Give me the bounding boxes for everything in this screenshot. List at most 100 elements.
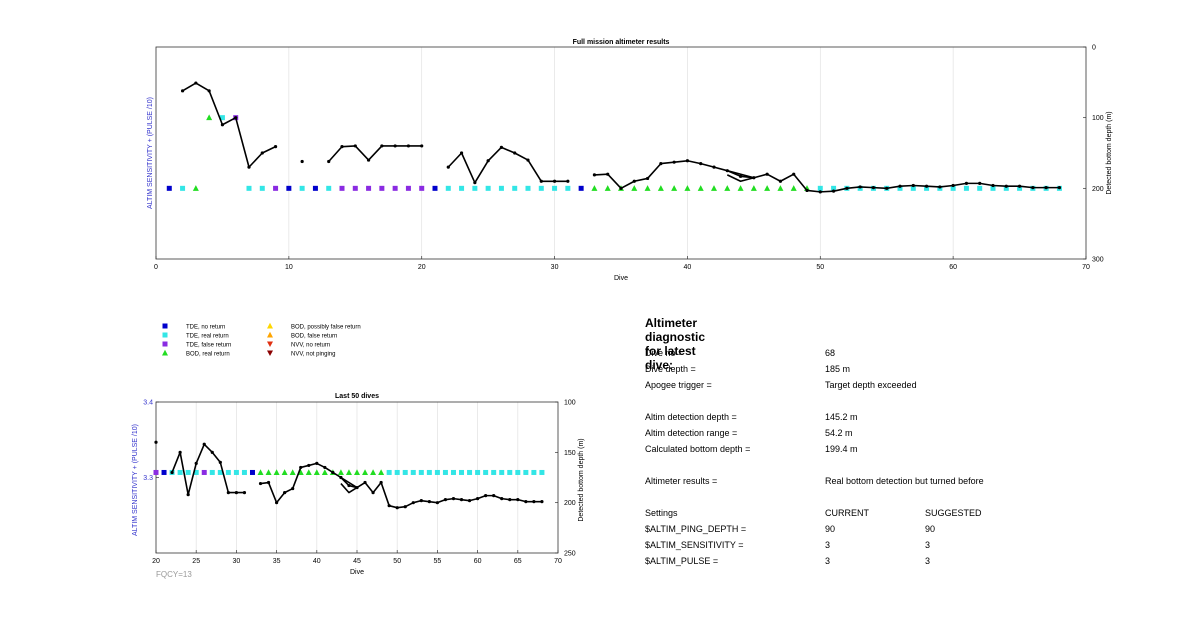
marker-tde-false-return (419, 185, 425, 191)
marker-tde-real-return (531, 469, 537, 475)
depth-point (476, 497, 480, 501)
marker-tde-real-return (924, 185, 930, 191)
marker-bod-real-return (321, 469, 328, 475)
main-chart-markers (166, 114, 1062, 191)
last50-chart-left-ticks: 3.3 3.4 (143, 400, 159, 482)
diag-label: Calculated bottom depth = (645, 444, 751, 454)
marker-tde-real-return (402, 469, 408, 475)
marker-bod-real-return (684, 185, 691, 191)
marker-tde-real-return (1003, 185, 1009, 191)
setting-current: 90 (825, 524, 836, 534)
depth-point (387, 504, 391, 508)
marker-tde-real-return (418, 469, 424, 475)
legend-label: TDE, real return (186, 334, 229, 340)
depth-point (366, 158, 371, 162)
marker-tde-real-return (459, 185, 465, 191)
depth-point (242, 491, 247, 495)
diag-label: Altimeter results = (645, 476, 718, 486)
depth-point (938, 185, 942, 189)
x-tick-label: 30 (551, 264, 559, 271)
depth-point (484, 494, 488, 498)
diag-value: Real bottom detection but turned before (825, 476, 984, 486)
depth-point (180, 89, 185, 93)
depth-point (260, 151, 264, 155)
x-tick-label: 25 (192, 558, 200, 565)
marker-bod-real-return (631, 185, 638, 191)
depth-point (1004, 184, 1008, 188)
marker-bod-real-return (337, 469, 344, 475)
marker-tde-no-return (286, 185, 292, 191)
diag-value: Target depth exceeded (825, 380, 917, 390)
depth-point (672, 160, 676, 164)
marker-tde-real-return (499, 469, 505, 475)
depth-point (218, 460, 222, 464)
marker-tde-real-return (193, 469, 199, 475)
depth-point (951, 183, 955, 188)
diag-value: 185 m (825, 364, 851, 374)
marker-bod-real-return (289, 469, 296, 475)
last50-chart-markers (153, 469, 545, 475)
depth-point (435, 501, 439, 505)
marker-bod-real-return (644, 185, 651, 191)
depth-point (273, 145, 278, 149)
depth-point (871, 186, 876, 190)
marker-tde-real-return (525, 185, 531, 191)
marker-tde-real-return (1017, 185, 1023, 191)
marker-tde-false-return (366, 185, 372, 191)
depth-point (154, 440, 158, 444)
legend-label: NVV, no return (291, 343, 330, 349)
depth-point (738, 174, 743, 178)
marker-tde-real-return (410, 469, 416, 475)
marker-tde-real-return (538, 185, 544, 191)
depth-point (340, 145, 344, 149)
marker-tde-real-return (450, 469, 456, 475)
right-tick-label: 150 (564, 450, 576, 457)
right-tick-label: 300 (1092, 257, 1104, 264)
depth-point (911, 183, 915, 188)
depth-point (978, 181, 982, 185)
x-tick-label: 70 (554, 558, 562, 565)
depth-point (831, 189, 836, 193)
marker-tde-false-return (379, 185, 385, 191)
left-tick-label: 3.3 (143, 475, 153, 482)
depth-point (427, 500, 431, 504)
depth-point (540, 500, 544, 504)
depth-point (353, 144, 357, 148)
depth-point (467, 499, 472, 503)
depth-line (328, 145, 422, 163)
marker-tde-no-return (312, 185, 318, 191)
depth-point (210, 450, 214, 454)
last50-chart-xlabel: Dive (350, 569, 364, 576)
marker-bod-real-return (273, 469, 280, 475)
legend-marker (267, 350, 273, 356)
setting-label: $ALTIM_PING_DEPTH = (645, 524, 747, 534)
marker-tde-real-return (246, 185, 252, 191)
depth-point (492, 494, 496, 498)
last50-chart-left-ylabel: ALTIM SENSITIVITY + (PULSE /10) (132, 424, 139, 536)
legend-label: BOD, real return (186, 352, 230, 358)
marker-bod-real-return (790, 185, 797, 191)
marker-bod-real-return (281, 469, 288, 475)
x-tick-label: 20 (152, 558, 160, 565)
marker-tde-false-return (153, 469, 159, 475)
legend-label: BOD, possibly false return (291, 325, 361, 331)
marker-bod-real-return (764, 185, 771, 191)
depth-point (685, 159, 690, 163)
marker-tde-real-return (386, 469, 392, 475)
depth-point (513, 151, 517, 155)
depth-point (765, 172, 769, 176)
x-tick-label: 30 (233, 558, 241, 565)
marker-tde-real-return (498, 185, 504, 191)
depth-point (234, 491, 238, 495)
depth-point (566, 179, 570, 183)
setting-suggested: 3 (925, 556, 931, 566)
diag-value: 145.2 m (825, 412, 858, 422)
setting-current: 3 (825, 556, 831, 566)
marker-bod-real-return (354, 469, 360, 475)
depth-point (266, 480, 271, 485)
marker-bod-real-return (305, 469, 312, 475)
depth-line (447, 146, 568, 184)
depth-point (552, 179, 557, 183)
marker-tde-real-return (963, 185, 969, 191)
